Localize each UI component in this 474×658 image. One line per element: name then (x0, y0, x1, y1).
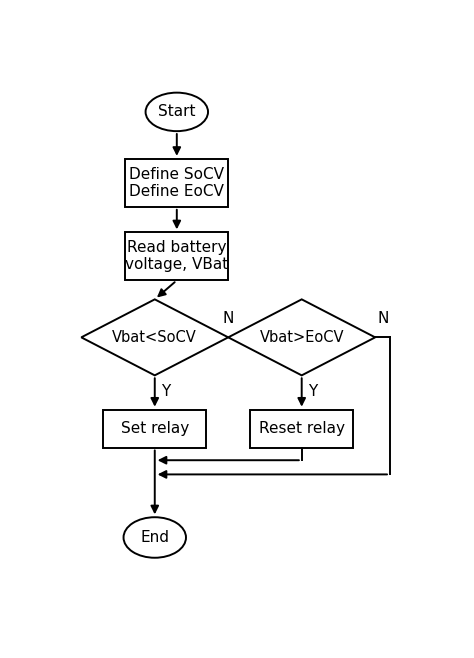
Text: Reset relay: Reset relay (259, 421, 345, 436)
Text: Read battery
voltage, VBat: Read battery voltage, VBat (125, 240, 228, 272)
Text: End: End (140, 530, 169, 545)
Text: Vbat>EoCV: Vbat>EoCV (259, 330, 344, 345)
Text: N: N (377, 311, 388, 326)
Bar (125, 232, 228, 280)
Text: Y: Y (308, 384, 318, 399)
Bar (103, 409, 206, 447)
Bar (125, 159, 228, 207)
Bar (250, 409, 353, 447)
Text: Start: Start (158, 105, 196, 119)
Text: Y: Y (161, 384, 171, 399)
Text: Set relay: Set relay (121, 421, 189, 436)
Text: Vbat<SoCV: Vbat<SoCV (112, 330, 197, 345)
Text: Define SoCV
Define EoCV: Define SoCV Define EoCV (129, 166, 224, 199)
Text: N: N (223, 311, 234, 326)
